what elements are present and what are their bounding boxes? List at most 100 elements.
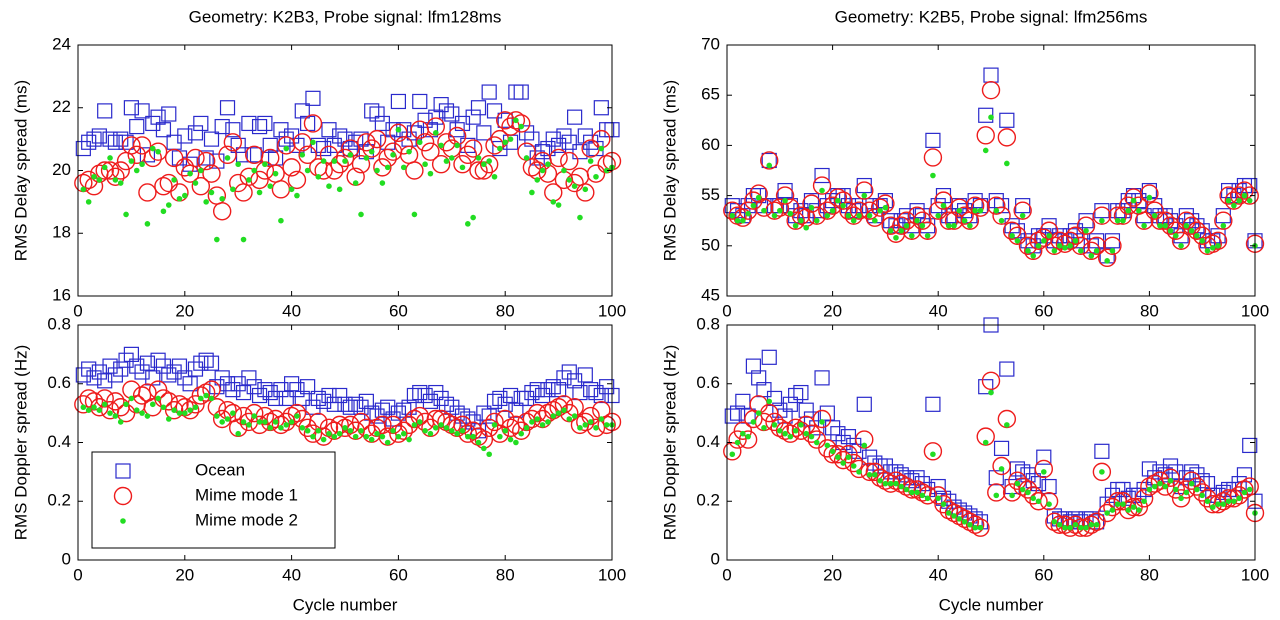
- square-marker: [777, 408, 793, 424]
- square-marker: [1242, 437, 1258, 454]
- circle-marker: [1214, 211, 1233, 230]
- square-marker: [898, 470, 915, 486]
- dot-marker: [792, 427, 799, 434]
- square-marker: [572, 144, 588, 160]
- circle-marker: [549, 148, 568, 168]
- square-marker: [1184, 464, 1200, 480]
- circle-marker: [122, 136, 141, 155]
- dot-marker: [1162, 483, 1169, 490]
- square-marker: [348, 396, 364, 412]
- circle-marker: [1145, 201, 1164, 220]
- circle-marker: [1013, 201, 1032, 220]
- dot-marker: [267, 425, 274, 431]
- dot-marker: [840, 460, 846, 466]
- dot-marker: [1162, 222, 1169, 229]
- square-marker: [1215, 484, 1231, 501]
- square-marker: [273, 382, 289, 398]
- dot-marker: [475, 155, 482, 161]
- dot-marker: [740, 430, 746, 437]
- dot-marker: [539, 167, 546, 174]
- dot-marker: [107, 155, 113, 161]
- dot-marker: [1146, 194, 1153, 201]
- square-marker: [766, 390, 783, 407]
- y-axis-label: RMS Doppler spread (Hz): [11, 345, 30, 541]
- circle-marker: [1235, 181, 1254, 200]
- square-marker: [129, 358, 145, 374]
- circle-marker: [196, 383, 216, 402]
- dot-marker: [835, 454, 841, 460]
- square-marker: [230, 376, 246, 392]
- square-marker: [877, 458, 894, 474]
- dot-marker: [803, 224, 809, 231]
- dot-marker: [872, 217, 878, 224]
- dot-marker: [411, 211, 418, 218]
- dot-marker: [304, 167, 311, 174]
- square-marker: [294, 390, 310, 407]
- dot-marker: [1088, 521, 1095, 528]
- dot-marker: [155, 395, 161, 402]
- dot-marker: [903, 486, 910, 493]
- dot-marker: [930, 172, 936, 179]
- dot-marker: [379, 180, 386, 186]
- circle-marker: [749, 184, 768, 203]
- dot-marker: [224, 155, 231, 161]
- square-marker: [187, 125, 204, 141]
- dot-marker: [315, 173, 322, 180]
- y-tick-label: 24: [52, 34, 71, 53]
- dot-marker: [598, 416, 605, 422]
- square-marker: [107, 367, 123, 383]
- dot-marker: [877, 477, 883, 484]
- legend-label: Ocean: [195, 460, 245, 479]
- circle-marker: [202, 164, 221, 183]
- dot-marker: [1231, 202, 1237, 209]
- dot-marker: [819, 187, 825, 194]
- square-marker: [497, 396, 513, 412]
- dot-marker: [1241, 192, 1248, 199]
- square-marker: [930, 478, 946, 495]
- circle-marker: [981, 80, 1001, 100]
- dot-marker: [766, 398, 773, 405]
- dot-marker: [384, 164, 391, 171]
- circle-marker: [1076, 518, 1096, 537]
- dot-marker: [1215, 501, 1221, 507]
- circle-marker: [1087, 236, 1106, 256]
- dot-marker: [310, 139, 316, 146]
- dot-marker: [850, 217, 857, 224]
- dot-marker: [998, 217, 1005, 224]
- dot-marker: [930, 451, 936, 458]
- square-marker: [1115, 481, 1131, 498]
- square-marker: [257, 382, 273, 398]
- dot-marker: [561, 167, 567, 174]
- square-marker: [465, 109, 481, 125]
- dot-marker: [1030, 495, 1037, 502]
- circle-marker: [849, 201, 869, 220]
- circle-marker: [175, 158, 195, 177]
- square-marker: [417, 387, 433, 404]
- circle-marker: [1187, 221, 1207, 240]
- square-marker: [422, 393, 439, 409]
- dot-marker: [502, 139, 509, 146]
- square-marker: [599, 379, 615, 395]
- dot-marker: [798, 422, 804, 428]
- circle-marker: [479, 155, 499, 174]
- dot-marker: [214, 236, 220, 243]
- circle-marker: [1008, 226, 1027, 245]
- dot-marker: [982, 439, 989, 446]
- circle-marker: [828, 445, 848, 464]
- square-marker: [75, 140, 91, 157]
- circle-marker: [148, 142, 168, 161]
- dot-marker: [149, 145, 156, 152]
- circle-marker: [159, 392, 178, 411]
- dot-marker: [1109, 507, 1116, 513]
- circle-marker: [196, 151, 216, 171]
- dot-marker: [91, 404, 97, 411]
- square-marker: [819, 405, 835, 421]
- dot-marker: [977, 207, 984, 214]
- circle-marker: [282, 158, 301, 177]
- circle-marker: [971, 198, 990, 217]
- dot-marker: [803, 430, 809, 437]
- circle-marker: [186, 395, 205, 414]
- circle-marker: [870, 198, 890, 217]
- x-tick-label: 100: [598, 301, 626, 320]
- square-marker: [332, 128, 348, 144]
